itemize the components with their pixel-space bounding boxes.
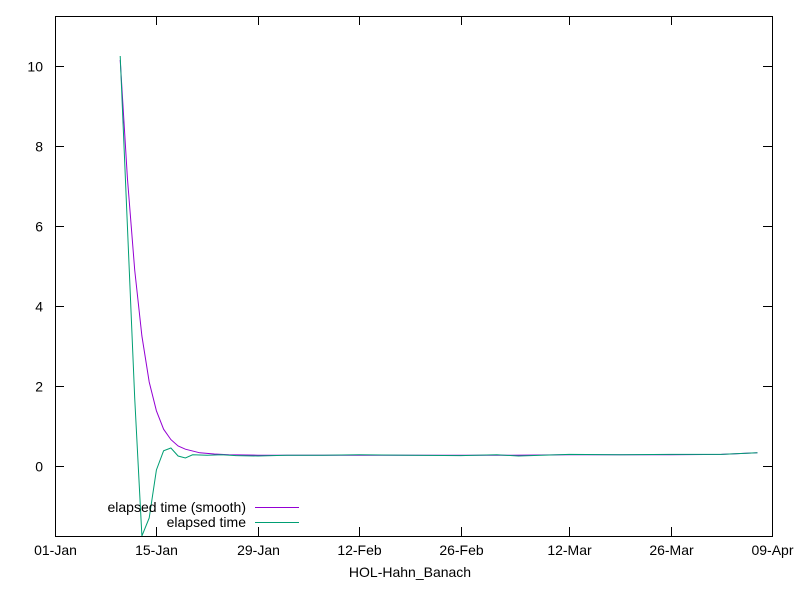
x-tick-label: 15-Jan xyxy=(135,542,178,558)
x-tick-label: 12-Feb xyxy=(337,542,382,558)
series-line-2 xyxy=(119,55,758,536)
legend: elapsed time (smooth)elapsed time xyxy=(107,499,299,530)
y-axis: 0 2 4 6 8 10 xyxy=(27,59,772,475)
x-tick-label: 01-Jan xyxy=(34,542,77,558)
x-axis-title: HOL-Hahn_Banach xyxy=(349,564,471,580)
x-tick-label: 12-Mar xyxy=(547,542,592,558)
x-axis: 01-Jan 15-Jan 29-Jan 12-Feb 26-Feb 12-Mar 26-M… xyxy=(34,16,794,558)
legend-label: elapsed time xyxy=(167,514,247,530)
series-layer xyxy=(119,55,758,536)
legend-label: elapsed time (smooth) xyxy=(107,499,246,515)
y-tick-label: 2 xyxy=(35,379,43,395)
x-tick-label: 29-Jan xyxy=(237,542,280,558)
y-tick-label: 6 xyxy=(35,219,43,235)
y-tick-label: 0 xyxy=(35,459,43,475)
series-line-1 xyxy=(119,59,758,456)
y-tick-label: 8 xyxy=(35,139,43,155)
plot-frame xyxy=(55,16,773,537)
x-tick-label: 26-Feb xyxy=(439,542,484,558)
y-tick-label: 10 xyxy=(27,59,43,75)
x-tick-label: 26-Mar xyxy=(649,542,694,558)
y-tick-label: 4 xyxy=(35,299,43,315)
x-tick-label: 09-Apr xyxy=(751,542,793,558)
